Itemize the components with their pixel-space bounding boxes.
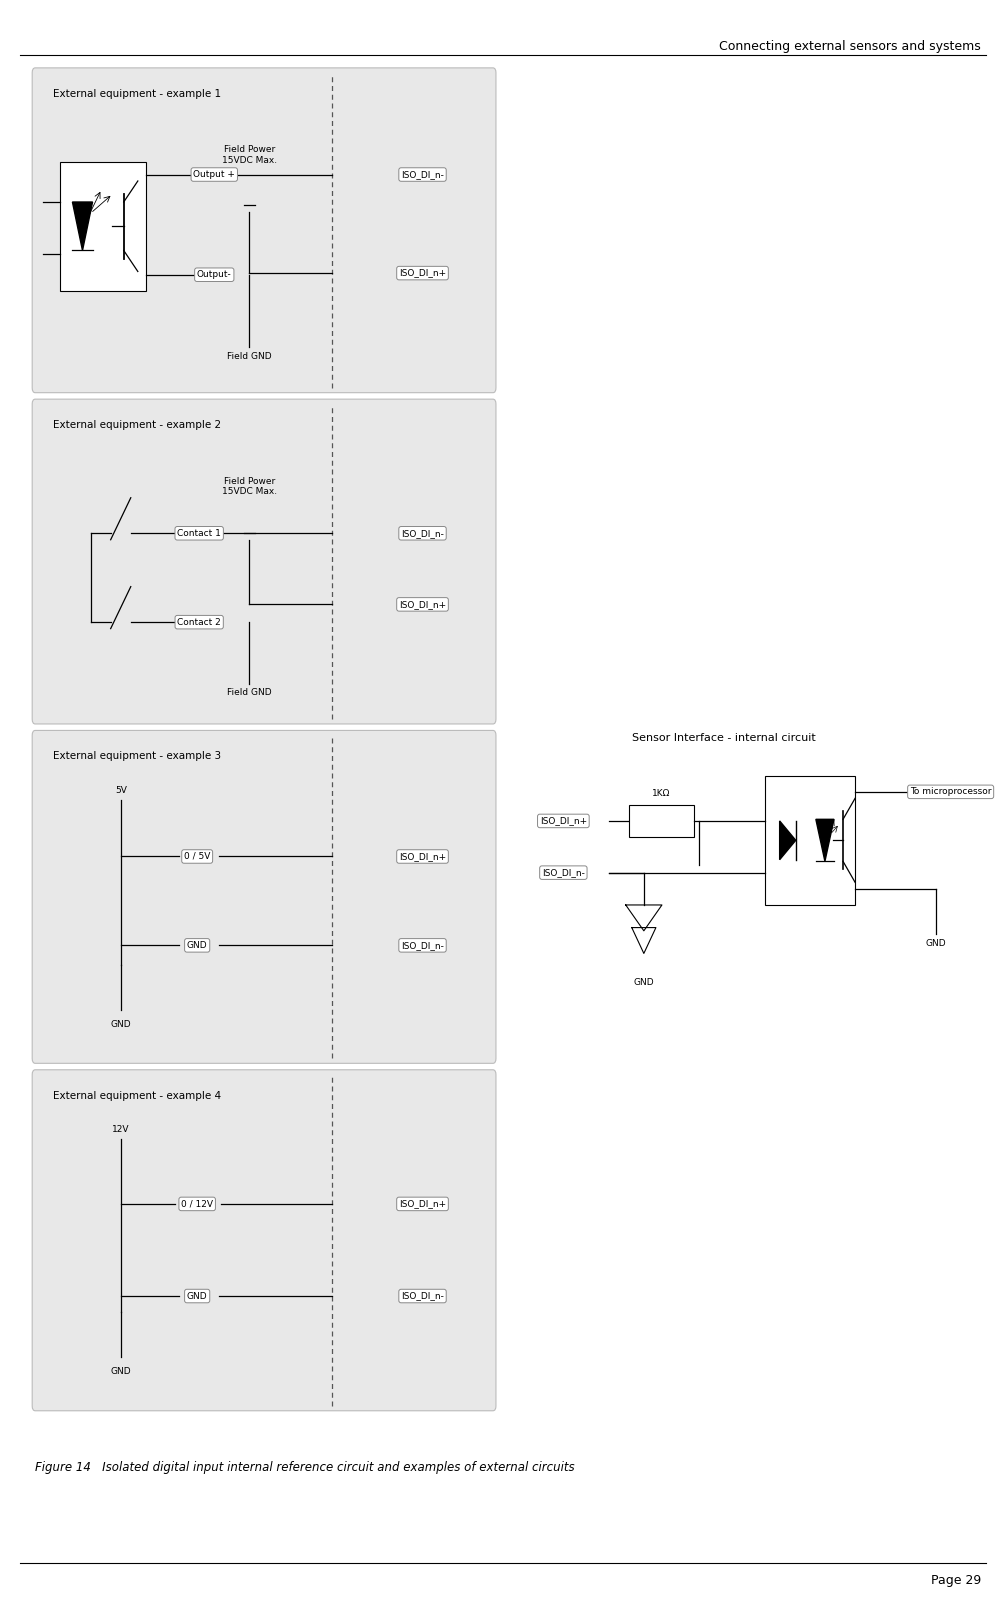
Text: ISO_DI_n-: ISO_DI_n- (401, 170, 444, 179)
Text: Output-: Output- (197, 270, 231, 280)
Text: Page 29: Page 29 (931, 1574, 981, 1587)
Text: ISO_DI_n-: ISO_DI_n- (401, 528, 444, 538)
Text: 0 / 12V: 0 / 12V (181, 1199, 213, 1209)
Text: Figure 14   Isolated digital input internal reference circuit and examples of ex: Figure 14 Isolated digital input interna… (35, 1461, 574, 1474)
Polygon shape (72, 202, 93, 250)
Text: ISO_DI_n+: ISO_DI_n+ (399, 268, 446, 278)
Text: Field Power
15VDC Max.: Field Power 15VDC Max. (222, 477, 277, 496)
Polygon shape (780, 821, 796, 860)
Text: 1KΩ: 1KΩ (652, 789, 671, 798)
FancyBboxPatch shape (629, 805, 694, 837)
Text: To microprocessor: To microprocessor (909, 787, 992, 797)
FancyBboxPatch shape (32, 730, 496, 1063)
Text: ISO_DI_n-: ISO_DI_n- (401, 941, 444, 950)
Text: 0 / 5V: 0 / 5V (184, 852, 210, 861)
Text: External equipment - example 1: External equipment - example 1 (53, 89, 221, 99)
FancyBboxPatch shape (765, 776, 855, 905)
Text: Field Power
15VDC Max.: Field Power 15VDC Max. (222, 145, 277, 165)
Polygon shape (816, 819, 834, 861)
Text: Output +: Output + (193, 170, 235, 179)
Text: External equipment - example 2: External equipment - example 2 (53, 420, 221, 430)
Text: ISO_DI_n-: ISO_DI_n- (542, 868, 584, 877)
Text: Field GND: Field GND (227, 352, 272, 362)
FancyBboxPatch shape (32, 1070, 496, 1411)
Text: Field GND: Field GND (227, 688, 272, 698)
Text: GND: GND (111, 1367, 131, 1377)
Text: 12V: 12V (112, 1125, 130, 1134)
FancyBboxPatch shape (60, 162, 146, 291)
Text: Contact 1: Contact 1 (177, 528, 221, 538)
Text: GND: GND (634, 978, 654, 987)
Text: External equipment - example 3: External equipment - example 3 (53, 751, 221, 761)
Text: Connecting external sensors and systems: Connecting external sensors and systems (719, 40, 981, 53)
Text: External equipment - example 4: External equipment - example 4 (53, 1091, 221, 1100)
Text: Sensor Interface - internal circuit: Sensor Interface - internal circuit (633, 734, 816, 743)
Text: GND: GND (187, 1291, 207, 1301)
FancyBboxPatch shape (32, 399, 496, 724)
FancyBboxPatch shape (32, 68, 496, 393)
Text: ISO_DI_n+: ISO_DI_n+ (399, 852, 446, 861)
Text: ISO_DI_n-: ISO_DI_n- (401, 1291, 444, 1301)
Text: GND: GND (111, 1020, 131, 1029)
Text: Contact 2: Contact 2 (177, 617, 221, 627)
Text: ISO_DI_n+: ISO_DI_n+ (540, 816, 586, 826)
Text: ISO_DI_n+: ISO_DI_n+ (399, 600, 446, 609)
Text: GND: GND (187, 941, 207, 950)
Text: ISO_DI_n+: ISO_DI_n+ (399, 1199, 446, 1209)
Text: 5V: 5V (115, 785, 127, 795)
Text: GND: GND (926, 939, 946, 949)
